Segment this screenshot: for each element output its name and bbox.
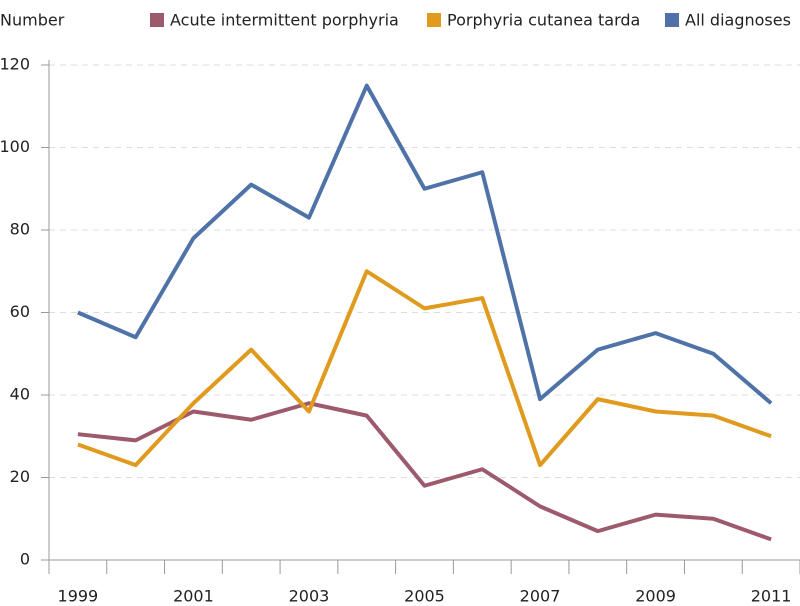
y-tick-label: 120 xyxy=(0,55,30,74)
x-tick-label: 1999 xyxy=(58,587,99,606)
y-tick-label: 60 xyxy=(10,302,30,321)
y-tick-label: 20 xyxy=(10,467,30,486)
legend-swatch xyxy=(665,13,679,27)
series-line xyxy=(77,269,772,468)
y-tick-label: 100 xyxy=(0,137,30,156)
legend-swatch xyxy=(427,13,441,27)
y-axis-label: Number xyxy=(0,11,65,30)
x-tick-label: 2011 xyxy=(751,587,792,606)
x-tick-label: 2009 xyxy=(635,587,676,606)
x-tick-label: 2003 xyxy=(289,587,330,606)
legend-label: Acute intermittent porphyria xyxy=(170,11,399,30)
x-tick-label: 2005 xyxy=(404,587,445,606)
series-line xyxy=(77,83,773,405)
x-tick-label: 2007 xyxy=(520,587,561,606)
y-tick-label: 80 xyxy=(10,220,30,239)
legend-swatch xyxy=(150,13,164,27)
x-tick-label: 2001 xyxy=(173,587,214,606)
y-tick-label: 0 xyxy=(20,550,30,569)
y-tick-label: 40 xyxy=(10,385,30,404)
series-line xyxy=(77,401,772,542)
legend-label: Porphyria cutanea tarda xyxy=(447,11,640,30)
legend-label: All diagnoses xyxy=(685,11,791,30)
